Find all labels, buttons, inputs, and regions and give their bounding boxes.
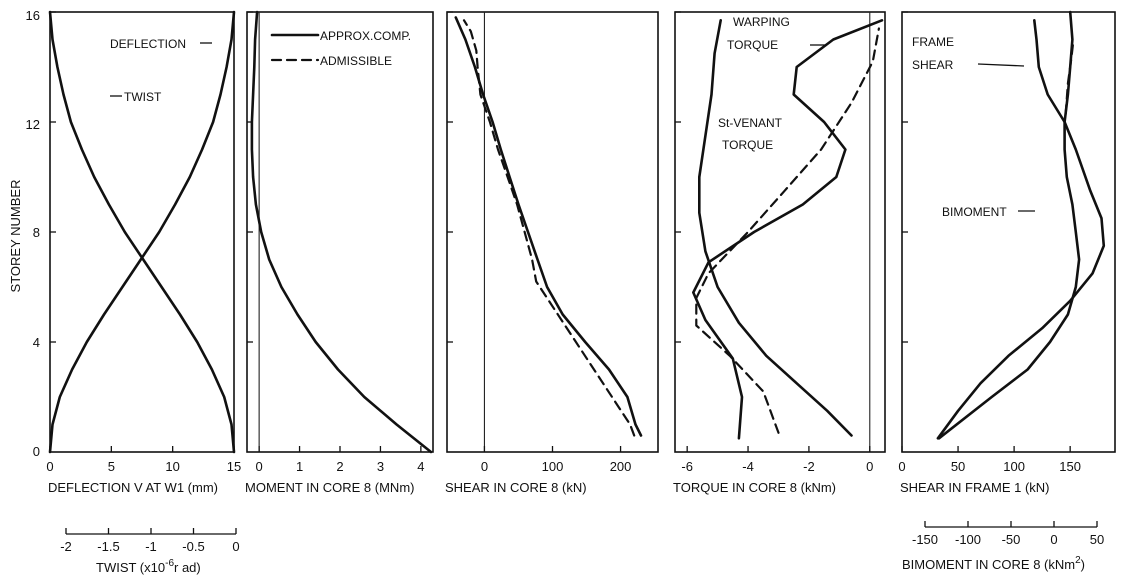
twist-axis-title-part: r ad) (174, 560, 201, 575)
chart-panel-3: 0 100 200 SHEAR IN CORE 8 (kN) (445, 11, 659, 495)
y-tick-label: 4 (33, 335, 40, 350)
annotation-bimoment: BIMOMENT (942, 205, 1007, 219)
x-axis-title: SHEAR IN CORE 8 (kN) (445, 480, 587, 495)
annotation-warping: WARPING (733, 15, 790, 29)
series-line-3 (698, 19, 853, 437)
annotation-twist: TWIST (124, 90, 162, 104)
annotation-deflection: DEFLECTION (110, 37, 186, 51)
x-tick-label: 0 (46, 459, 53, 474)
series-line-3 (1064, 38, 1075, 115)
secondary-tick-label: -150 (912, 532, 938, 547)
bimoment-axis-title-part: BIMOMENT IN CORE 8 (kNm (902, 557, 1075, 572)
x-axis-title: DEFLECTION V AT W1 (mm) (48, 480, 218, 495)
plot-frame (901, 11, 1116, 453)
y-tick-label: 8 (33, 225, 40, 240)
series-line-1 (454, 16, 643, 437)
bimoment-axis-title-superscript: 2 (1075, 555, 1081, 566)
secondary-axis-ticks: -2 -1.5 -1 -0.5 0 (60, 528, 240, 554)
series-line-2 (462, 19, 636, 437)
x-tick-label: 1 (296, 459, 303, 474)
secondary-tick-label: -1 (145, 539, 157, 554)
legend-label: ADMISSIBLE (320, 54, 392, 68)
y-axis-title: STOREY NUMBER (8, 180, 23, 293)
secondary-tick-label: -50 (1002, 532, 1021, 547)
plot-frame (674, 11, 886, 453)
x-axis-title: MOMENT IN CORE 8 (MNm) (245, 480, 414, 495)
x-tick-label: 15 (227, 459, 241, 474)
x-tick-label: 0 (898, 459, 905, 474)
series-line-1 (48, 10, 236, 454)
series-line-2 (695, 27, 880, 434)
annotation-st-venant-torque: TORQUE (722, 138, 773, 152)
leader-line (977, 63, 1025, 67)
chart-panel-4: -6 -4 -2 0 TORQUE IN CORE 8 (kNm) (673, 11, 886, 495)
y-tick-label: 16 (26, 8, 40, 23)
annotation-warping-torque: TORQUE (727, 38, 778, 52)
series-line-2 (937, 10, 1081, 440)
secondary-tick-label: -2 (60, 539, 72, 554)
x-tick-label: 100 (1003, 459, 1025, 474)
secondary-tick-label: -100 (955, 532, 981, 547)
secondary-tick-label: -1.5 (97, 539, 119, 554)
legend-label: APPROX.COMP. (320, 29, 411, 43)
secondary-tick-label: 50 (1090, 532, 1104, 547)
x-tick-label: 150 (1059, 459, 1081, 474)
series-line-1 (250, 10, 433, 454)
legend: APPROX.COMP. ADMISSIBLE (270, 29, 411, 68)
secondary-tick-label: 0 (1050, 532, 1057, 547)
y-tick-label: 12 (26, 117, 40, 132)
chart-panel-1: 0 5 10 15 DEFLECTION V AT W1 (mm) (46, 10, 241, 495)
annotations: DEFLECTION TWIST WARPING TORQUE St-VENAN… (110, 15, 1035, 219)
bimoment-axis-title-part: ) (1081, 557, 1085, 572)
x-axis-title: SHEAR IN FRAME 1 (kN) (900, 480, 1050, 495)
x-tick-label: 0 (866, 459, 873, 474)
x-tick-label: 5 (108, 459, 115, 474)
x-tick-label: 50 (951, 459, 965, 474)
x-tick-label: 3 (377, 459, 384, 474)
annotation-frame: FRAME (912, 35, 954, 49)
plot-frame (246, 11, 434, 453)
x-tick-label: -2 (803, 459, 815, 474)
series-line-1 (692, 19, 884, 440)
x-tick-label: -4 (742, 459, 754, 474)
secondary-tick-label: 0 (232, 539, 239, 554)
x-axis-title: TORQUE IN CORE 8 (kNm) (673, 480, 836, 495)
x-tick-label: 0 (256, 459, 263, 474)
x-tick-label: 100 (542, 459, 564, 474)
x-tick-label: 200 (610, 459, 632, 474)
annotation-st-venant: St-VENANT (718, 116, 783, 130)
plot-frame (49, 11, 235, 453)
x-tick-label: 10 (165, 459, 179, 474)
twist-axis-title-superscript: -6 (165, 558, 174, 569)
twist-axis-title: TWIST (x10-6r ad) (96, 558, 201, 575)
secondary-axis-ticks: -150 -100 -50 0 50 (912, 521, 1104, 547)
twist-axis-title-part: TWIST (x10 (96, 560, 165, 575)
x-tick-label: -6 (681, 459, 693, 474)
chart-panel-5: 0 50 100 150 SHEAR IN FRAME 1 (kN) (898, 10, 1116, 495)
series-line-2 (48, 10, 236, 454)
secondary-tick-label: -0.5 (182, 539, 204, 554)
series-line-1 (936, 19, 1106, 440)
y-origin-label: 0 (33, 444, 40, 459)
bimoment-axis-title: BIMOMENT IN CORE 8 (kNm2) (902, 555, 1085, 572)
x-tick-label: 0 (481, 459, 488, 474)
annotation-frame-shear: SHEAR (912, 58, 954, 72)
x-tick-label: 4 (417, 459, 424, 474)
x-tick-label: 2 (336, 459, 343, 474)
